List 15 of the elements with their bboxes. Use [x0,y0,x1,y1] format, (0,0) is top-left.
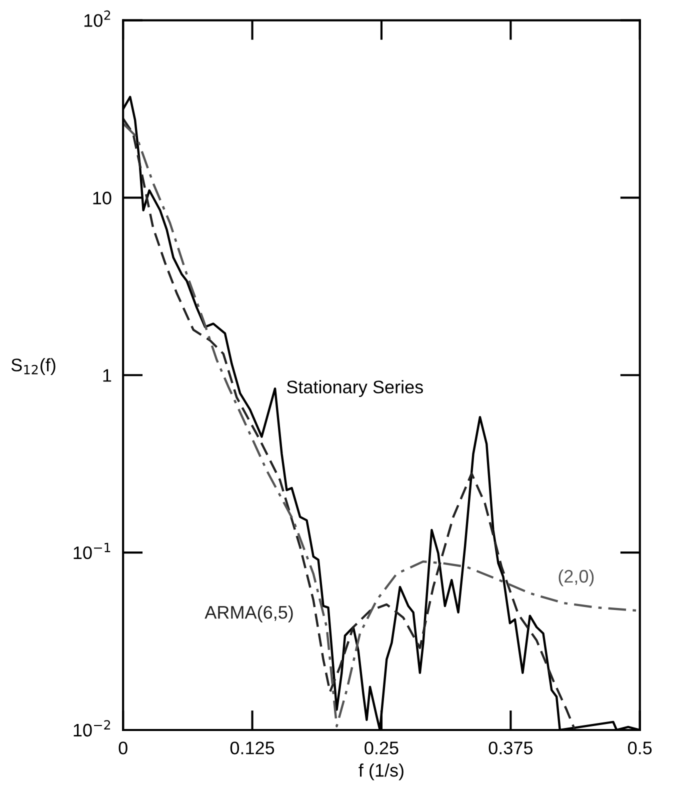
y-tick-label: 1 [103,369,112,382]
x-tick-label: 0.125 [230,742,274,754]
y-tick-label: 10$^{−2}$ [74,720,110,737]
x-axis-title: f (1/s) [358,763,404,780]
series-label: Stationary Series [286,380,423,397]
series-label: (2,0) [558,569,594,586]
x-tick-label: 0.375 [488,742,533,754]
y-tick-label: 10$^{2}$ [84,10,110,27]
y-tick-label: 10$^{−1}$ [74,542,110,560]
x-tick-label: 0.5 [628,742,652,754]
x-tick-label: 0 [118,742,128,754]
y-tick-label: 10 [93,192,112,204]
series-label: ARMA(6,5) [204,606,293,622]
y-axis-title: S$_{12}$(f) [11,358,56,375]
x-tick-label: 0.25 [364,742,398,754]
